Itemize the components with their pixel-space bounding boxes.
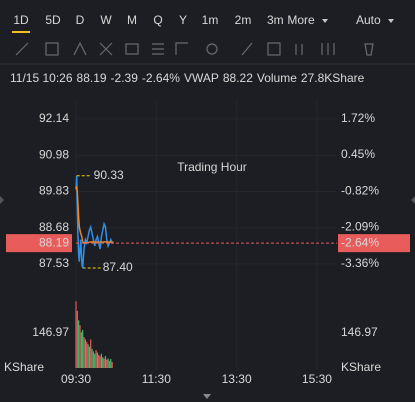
y-tick-label: 87.53 (39, 256, 69, 270)
x-tick-label: 13:30 (222, 372, 252, 386)
y-tick-label: 92.14 (39, 111, 69, 125)
tool-icon (15, 42, 29, 56)
volume-bar (83, 337, 85, 368)
watermark: Trading Hour (177, 160, 247, 174)
tool-icon (45, 42, 59, 56)
y2-tick-label: -0.82% (341, 183, 379, 197)
x-tick-label: 15:30 (302, 372, 332, 386)
info-price: 88.19 (77, 71, 107, 85)
tool-icon (267, 42, 281, 56)
volume-bar (111, 362, 113, 368)
expand-arrow[interactable] (203, 394, 211, 399)
y-tick-label: 88.68 (39, 220, 69, 234)
volume-bar (80, 332, 82, 368)
volume-bar (110, 358, 112, 368)
y2-tick-label: -3.36% (341, 256, 379, 270)
volume-bar (76, 310, 78, 368)
volume-bar (84, 339, 86, 368)
volume-bar (102, 357, 104, 368)
tab[interactable]: 5D (45, 13, 61, 27)
tool-icon (241, 42, 253, 56)
volume-bar (92, 351, 94, 368)
dropdown-arrow (388, 19, 394, 23)
y-tick-label: 90.98 (39, 148, 69, 162)
tab[interactable]: Q (153, 13, 162, 27)
price-box-label: 88.19 (39, 235, 69, 249)
y-tick-label: 89.83 (39, 184, 69, 198)
info-change-pct: -2.64% (142, 71, 180, 85)
volume-bar (100, 353, 103, 368)
tool-icon (99, 42, 113, 56)
volume-bar (75, 301, 77, 368)
tab[interactable]: W (100, 13, 112, 27)
info-vwap: 88.22 (223, 71, 253, 85)
tool-icon (175, 42, 188, 55)
dropdown-arrow (322, 19, 328, 23)
volume-bar (106, 359, 108, 368)
volume-bar (79, 325, 81, 368)
x-tick-label: 09:30 (61, 372, 91, 386)
tab[interactable]: 1D (13, 13, 29, 27)
volume-tick-label: 146.97 (341, 325, 378, 339)
tab[interactable]: Y (179, 13, 187, 27)
volume-unit: KShare (4, 360, 44, 374)
low-label: 87.40 (103, 260, 133, 274)
info-change: -2.39 (111, 71, 139, 85)
info-time: 11/15 10:26 (10, 71, 73, 85)
y2-tick-label: 0.45% (341, 147, 375, 161)
tab[interactable]: 2m (235, 13, 252, 27)
tab[interactable]: M (127, 13, 137, 27)
tool-icon (321, 43, 335, 55)
volume-bar (104, 356, 107, 368)
info-volume: 27.8KShare (301, 71, 365, 85)
volume-bar (108, 360, 111, 368)
volume-bar (86, 341, 88, 368)
volume-unit: KShare (341, 360, 381, 374)
volume-bar (78, 320, 80, 368)
y2-tick-label: -2.09% (341, 220, 379, 234)
tool-icon (152, 43, 164, 55)
y2-tick-label: 1.72% (341, 111, 375, 125)
tab[interactable]: More (287, 13, 315, 27)
tool-icon (125, 43, 139, 55)
tab[interactable]: 3m (267, 13, 284, 27)
volume-bar (96, 352, 99, 368)
price-line (75, 175, 114, 269)
high-label: 90.33 (94, 168, 124, 182)
volume-bar (103, 358, 105, 368)
mode[interactable]: Auto (356, 13, 381, 27)
tool-icon (364, 43, 374, 56)
info-vwap-label: VWAP (184, 71, 219, 85)
price-box (6, 234, 72, 253)
volume-bar (82, 329, 84, 368)
tool-icon (206, 43, 218, 55)
volume-bar (107, 358, 109, 368)
pct-box-label: -2.64% (341, 235, 379, 249)
volume-bar (98, 354, 100, 368)
volume-bar (94, 353, 96, 368)
volume-tick-label: 146.97 (32, 325, 69, 339)
tool-icon (295, 44, 303, 55)
tool-icon (73, 41, 87, 56)
pct-box (338, 234, 410, 253)
drawing-tools (15, 41, 374, 56)
info-volume-label: Volume (257, 71, 297, 85)
tab[interactable]: D (76, 13, 85, 27)
volume-bar (91, 348, 93, 368)
volume-bar (87, 344, 89, 368)
volume-bar (88, 346, 90, 368)
volume-bar (99, 356, 101, 368)
tab[interactable]: 1m (202, 13, 219, 27)
tab-underline (12, 31, 30, 33)
volume-bar (90, 339, 92, 368)
volume-bar (95, 350, 97, 368)
price-line (75, 186, 114, 244)
x-tick-label: 11:30 (142, 372, 171, 386)
